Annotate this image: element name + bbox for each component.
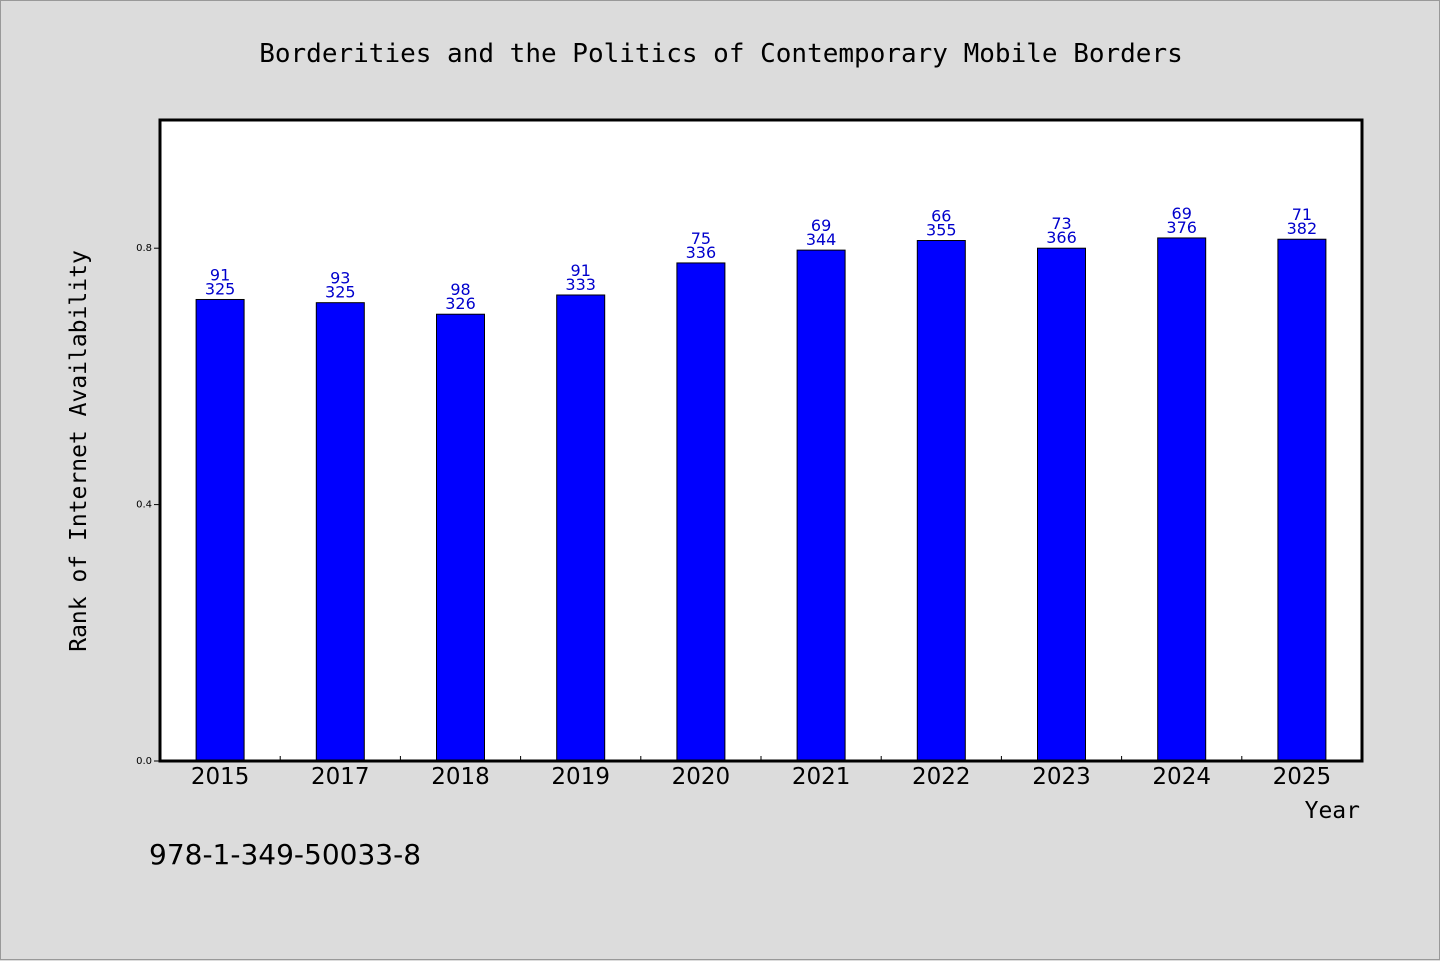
y-tick-label-0.8: 0.8 [136,243,152,254]
bar-2025 [1277,238,1327,762]
y-tick-label-0.4: 0.4 [136,500,152,511]
bar-2017 [315,302,365,762]
data-label-top-2020: 75 [691,229,711,248]
data-label-bottom-2024: 376 [1166,218,1197,237]
data-label-top-2023: 73 [1051,214,1071,233]
y-tick-label-0.0: 0.0 [136,756,152,767]
data-label-top-2024: 69 [1172,204,1192,223]
x-axis: 2015 2017 2018 2019 2020 2021 2022 2023 2024 2025 [191,756,1331,790]
data-label-bottom-2023: 366 [1046,228,1077,247]
plot-frame [158,118,1364,763]
isbn-text: 978-1-349-50033-8 [149,838,421,871]
x-tick-label-2023: 2023 [1032,764,1091,790]
data-label-top-2018: 98 [450,280,470,299]
x-tick-label-2015: 2015 [191,764,250,790]
data-label-bottom-2022: 355 [926,221,957,240]
data-label-bottom-2021: 344 [806,230,837,249]
data-label-top-2022: 66 [931,207,951,226]
bar-2019 [556,294,606,762]
bar-2024 [1157,237,1207,762]
x-tick-label-2019: 2019 [551,764,610,790]
bar-2023 [1037,247,1086,762]
y-axis: 0.0 0.4 0.8 [136,243,160,767]
x-axis-title: Year [1305,798,1360,824]
x-tick-label-2024: 2024 [1152,764,1211,790]
data-label-top-2015: 91 [210,265,230,284]
data-label-bottom-2015: 325 [205,279,236,298]
bar-2020 [676,262,726,762]
x-tick-label-2018: 2018 [431,764,490,790]
x-tick-label-2025: 2025 [1273,764,1332,790]
data-label-bottom-2025: 382 [1287,219,1318,238]
bar-2018 [436,313,485,762]
data-label-bottom-2020: 336 [686,243,717,262]
data-label-bottom-2017: 325 [325,283,356,302]
y-axis-title: Rank of Internet Availability [66,250,92,652]
bar-2021 [796,249,846,762]
data-label-top-2025: 71 [1292,205,1312,224]
data-label-top-2021: 69 [811,216,831,235]
x-tick-label-2020: 2020 [672,764,731,790]
bars-layer [195,237,1327,762]
data-label-bottom-2018: 326 [445,294,476,313]
x-tick-label-2022: 2022 [912,764,971,790]
data-label-top-2019: 91 [571,261,591,280]
chart-title: Borderities and the Politics of Contempo… [259,39,1183,69]
x-tick-label-2021: 2021 [792,764,851,790]
bar-2015 [195,298,245,762]
bar-2022 [916,240,966,762]
data-label-bottom-2019: 333 [565,275,596,294]
x-tick-label-2017: 2017 [311,764,370,790]
data-label-top-2017: 93 [330,269,350,288]
